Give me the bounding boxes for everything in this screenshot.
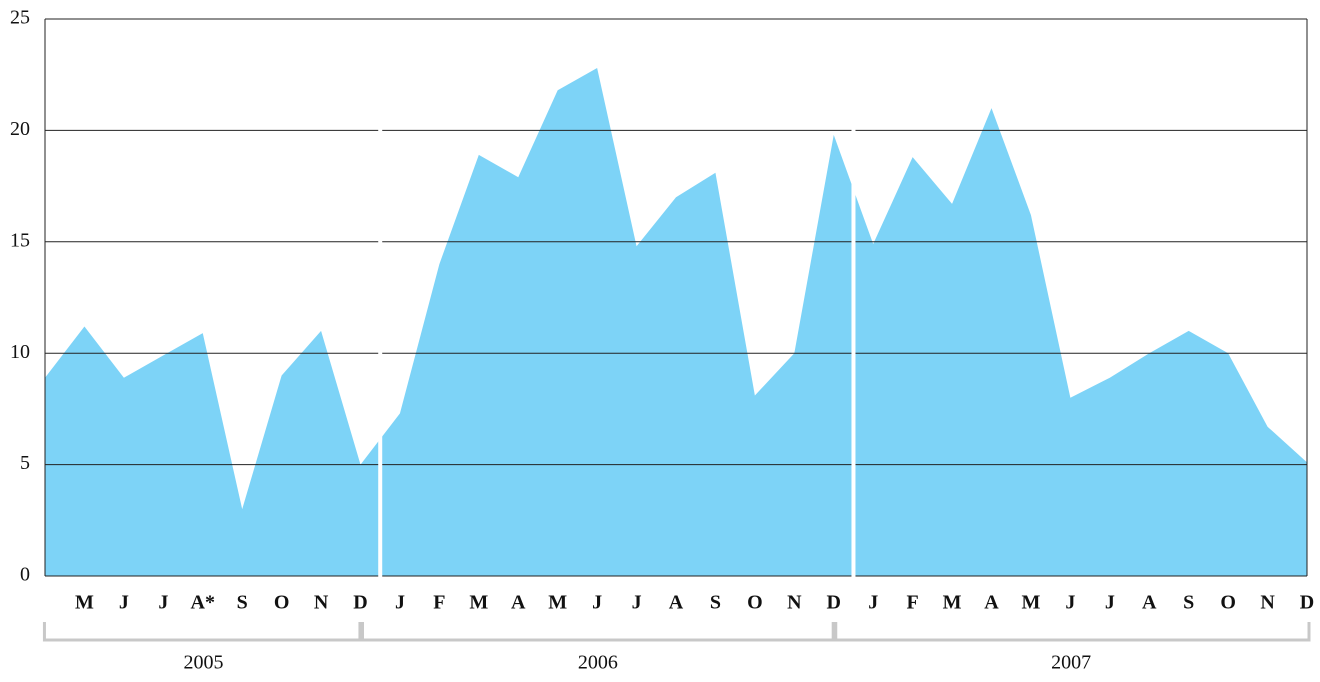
- year-label: 2007: [1051, 652, 1091, 674]
- x-tick-label: O: [1220, 592, 1236, 614]
- x-tick-label: N: [314, 592, 329, 614]
- x-tick-label: D: [827, 592, 841, 614]
- y-tick-label: 20: [10, 118, 30, 140]
- y-tick-label: 25: [10, 7, 30, 29]
- x-tick-label: M: [1021, 592, 1040, 614]
- x-tick-label: F: [907, 592, 919, 614]
- x-tick-label: J: [119, 592, 129, 614]
- x-tick-label: F: [433, 592, 445, 614]
- y-tick-label: 10: [10, 341, 30, 363]
- x-tick-label: A: [984, 592, 999, 614]
- x-tick-label: J: [1105, 592, 1115, 614]
- y-tick-label: 5: [20, 452, 30, 474]
- x-tick-label: A: [669, 592, 684, 614]
- x-tick-label: S: [237, 592, 248, 614]
- x-tick-label: S: [710, 592, 721, 614]
- x-tick-label: M: [943, 592, 962, 614]
- x-tick-label: S: [1183, 592, 1194, 614]
- x-tick-label: J: [158, 592, 168, 614]
- x-tick-label: M: [548, 592, 567, 614]
- x-tick-label: N: [1260, 592, 1275, 614]
- y-tick-label: 15: [10, 229, 30, 251]
- x-tick-label: J: [1065, 592, 1075, 614]
- x-tick-label: N: [787, 592, 802, 614]
- area: [45, 68, 1307, 577]
- x-tick-label: A: [1142, 592, 1157, 614]
- year-label: 2005: [183, 652, 223, 674]
- year-label: 2006: [578, 652, 618, 674]
- x-tick-label: J: [632, 592, 642, 614]
- x-tick-label: M: [469, 592, 488, 614]
- year-bracket: [42, 622, 364, 642]
- x-tick-label: J: [592, 592, 602, 614]
- y-tick-label: 0: [20, 564, 30, 586]
- x-tick-label: A: [511, 592, 526, 614]
- year-bracket: [358, 622, 838, 642]
- x-tick-label: O: [274, 592, 290, 614]
- x-tick-label: J: [868, 592, 878, 614]
- x-tick-label: J: [395, 592, 405, 614]
- year-bracket: [831, 622, 1311, 642]
- x-tick-label: A*: [191, 592, 215, 614]
- x-tick-label: O: [747, 592, 763, 614]
- x-tick-label: M: [75, 592, 94, 614]
- x-tick-label: D: [353, 592, 367, 614]
- x-tick-label: D: [1300, 592, 1314, 614]
